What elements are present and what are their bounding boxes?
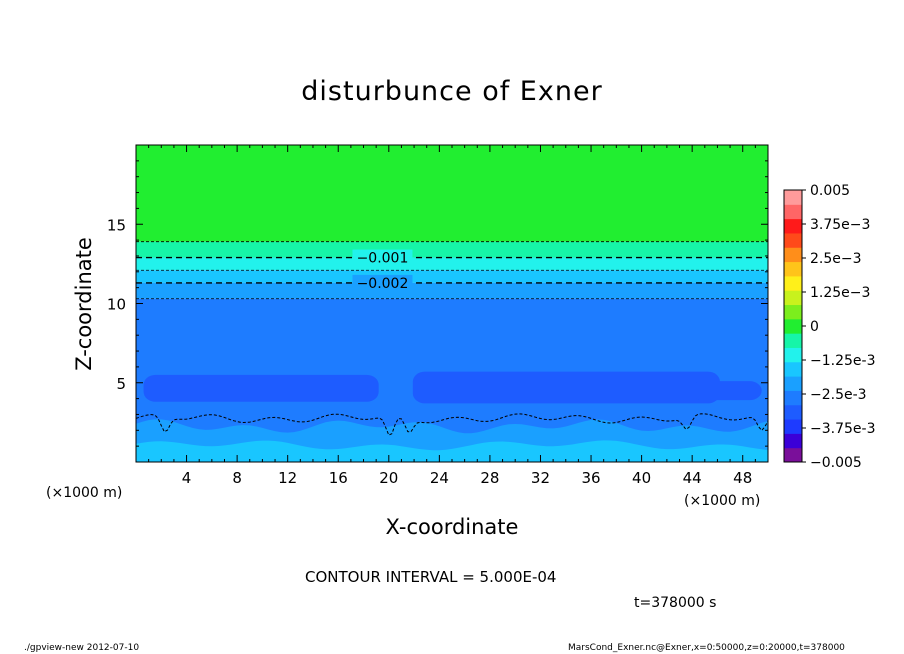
footer-program-date: ./gpview-new 2012-07-10 — [24, 643, 140, 653]
colorbar-swatch-1 — [784, 447, 802, 463]
x-tick-label-20: 20 — [379, 469, 398, 487]
colorbar-swatch-16 — [784, 232, 802, 248]
colorbar-swatch-3 — [784, 419, 802, 434]
y-tick-label-10: 10 — [107, 296, 126, 314]
contour-interval-text: CONTOUR INTERVAL = 5.000E-04 — [305, 568, 557, 586]
x-axis-label: X-coordinate — [385, 515, 519, 539]
colorbar-swatch-2 — [784, 433, 802, 449]
x-tick-label-40: 40 — [632, 469, 651, 487]
contour-label-1: −0.001 — [357, 251, 409, 267]
colorbar-swatch-19 — [784, 190, 802, 205]
field-band-green — [136, 145, 768, 242]
x-tick-label-44: 44 — [683, 469, 702, 487]
colorbar-swatch-9 — [784, 333, 802, 348]
x-unit-label-left: (×1000 m) — [46, 485, 123, 501]
colorbar-label-7: −2.5e-3 — [810, 387, 867, 403]
contour-line-lower — [136, 413, 768, 436]
x-unit-label-right: (×1000 m) — [684, 493, 761, 509]
x-tick-label-24: 24 — [430, 469, 449, 487]
colorbar-swatch-7 — [784, 361, 802, 377]
colorbar-label-6: −1.25e-3 — [810, 353, 875, 369]
colorbar-label-5: 0 — [810, 319, 819, 335]
contour-label-2: −0.002 — [357, 276, 409, 292]
colorbar-swatch-11 — [784, 304, 802, 320]
plot-field: −0.001 −0.002 — [136, 145, 768, 462]
colorbar-swatch-15 — [784, 247, 802, 263]
x-tick-label-36: 36 — [581, 469, 600, 487]
x-tick-label-32: 32 — [531, 469, 550, 487]
colorbar-label-4: 1.25e−3 — [810, 285, 870, 301]
colorbar-swatch-17 — [784, 218, 802, 234]
field-blob-right — [690, 381, 762, 401]
field-band-sky — [136, 270, 768, 283]
field-bottom-layer — [136, 440, 768, 462]
chart-title: disturbunce of Exner — [301, 76, 603, 107]
contour-label-bg-2 — [352, 274, 413, 291]
colorbar-label-9: −0.005 — [810, 455, 862, 471]
footer-data-source: MarsCond_Exner.nc@Exner,x=0:50000,z=0:20… — [568, 643, 845, 653]
field-blob-center — [412, 371, 720, 404]
colorbar-label-1: 0.005 — [810, 183, 850, 199]
time-label: t=378000 s — [634, 595, 717, 611]
colorbar-swatch-14 — [784, 261, 802, 277]
colorbar-swatch-13 — [784, 275, 802, 291]
colorbar-swatch-5 — [784, 390, 802, 406]
x-tick-label-48: 48 — [733, 469, 752, 487]
field-band-mint — [136, 241, 768, 258]
colorbar-swatch-8 — [784, 347, 802, 363]
x-tick-label-28: 28 — [480, 469, 499, 487]
colorbar-label-2: 3.75e−3 — [810, 217, 870, 233]
colorbar-label-3: 2.5e−3 — [810, 251, 862, 267]
colorbar-label-8: −3.75e-3 — [810, 421, 875, 437]
x-tick-label-16: 16 — [329, 469, 348, 487]
x-tick-label-4: 4 — [182, 469, 192, 487]
y-tick-label-5: 5 — [116, 375, 126, 393]
colorbar-swatch-12 — [784, 290, 802, 306]
colorbar-swatch-6 — [784, 376, 802, 391]
y-tick-label-15: 15 — [107, 216, 126, 234]
colorbar-swatch-4 — [784, 404, 802, 420]
field-blob-left — [143, 374, 379, 402]
colorbar-swatch-18 — [784, 204, 802, 220]
x-tick-label-8: 8 — [232, 469, 242, 487]
field-band-lightblue — [136, 282, 768, 299]
contour-label-bg-1 — [352, 249, 413, 266]
field-band-cyan — [136, 257, 768, 271]
colorbar-swatch-10 — [784, 318, 802, 334]
x-tick-label-12: 12 — [278, 469, 297, 487]
